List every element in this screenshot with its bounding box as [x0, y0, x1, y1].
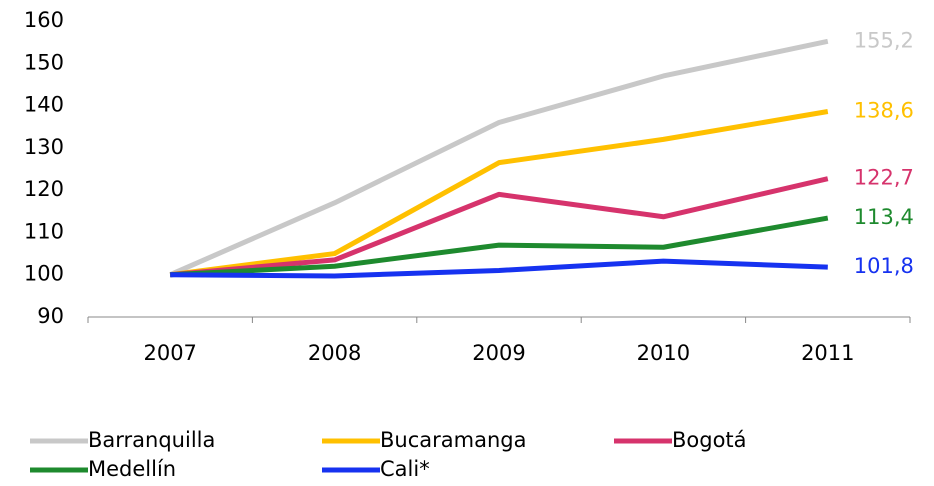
y-tick-label: 110 [24, 219, 64, 243]
legend-label: Barranquilla [88, 428, 215, 452]
legend-label: Bogotá [672, 428, 747, 452]
y-tick-label: 150 [24, 50, 64, 74]
y-tick-label: 90 [37, 304, 64, 328]
data-label: 155,2 [854, 28, 914, 52]
x-tick-label: 2009 [472, 341, 525, 365]
legend-label: Medellín [88, 457, 176, 481]
series-line [169, 38, 829, 278]
y-tick-label: 140 [24, 93, 64, 117]
data-label: 113,4 [854, 205, 914, 229]
x-tick-label: 2011 [801, 341, 854, 365]
y-tick-label: 130 [24, 135, 64, 159]
y-tick-label: 100 [24, 262, 64, 286]
y-tick-label: 160 [24, 8, 64, 32]
series-line [169, 109, 829, 278]
x-tick-label: 2008 [308, 341, 361, 365]
data-label: 138,6 [854, 98, 914, 122]
series-line [170, 258, 828, 279]
series-line [170, 215, 829, 278]
series-line [169, 176, 829, 278]
legend-label: Bucaramanga [380, 428, 526, 452]
x-tick-label: 2007 [143, 341, 196, 365]
x-tick-label: 2010 [637, 341, 690, 365]
y-tick-label: 120 [24, 177, 64, 201]
legend-label: Cali* [380, 457, 430, 481]
data-label: 122,7 [854, 166, 914, 190]
data-label: 101,8 [854, 254, 914, 278]
